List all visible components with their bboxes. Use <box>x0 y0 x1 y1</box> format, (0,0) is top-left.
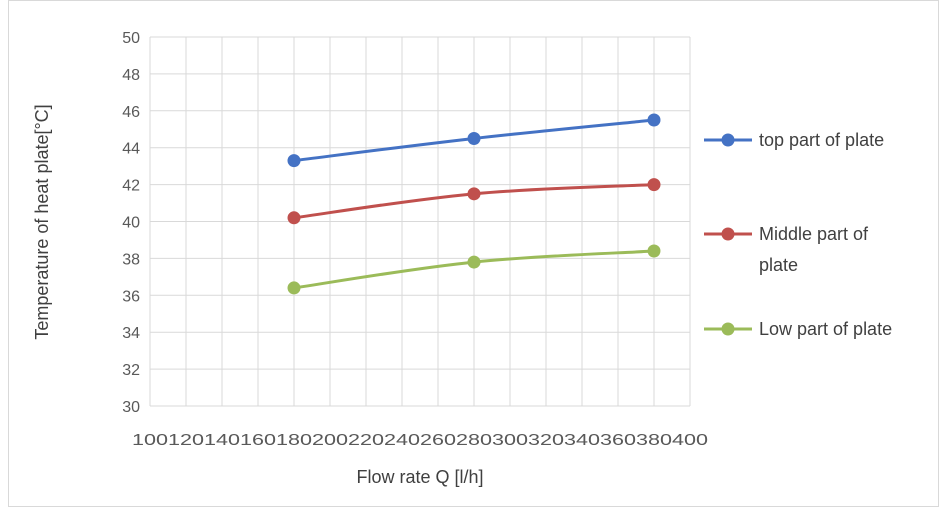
x-tick-label-12: 340 <box>564 432 600 449</box>
y-axis-ticks: 30 32 34 36 38 40 42 44 46 48 50 <box>122 30 140 416</box>
legend-label-2: Low part of plate <box>759 319 892 339</box>
x-tick-label-8: 260 <box>420 432 456 449</box>
legend-marker-0 <box>721 133 735 147</box>
y-tick-label-10: 50 <box>122 30 140 47</box>
x-tick-label-0: 100 <box>132 432 168 449</box>
legend: top part of plate Middle part of plate Low … <box>704 130 892 339</box>
x-tick-label-1: 120 <box>168 432 204 449</box>
x-tick-label-5: 200 <box>312 432 348 449</box>
x-tick-label-11: 320 <box>528 432 564 449</box>
y-tick-label-8: 46 <box>122 104 140 121</box>
y-tick-label-7: 44 <box>122 141 140 158</box>
x-tick-label-14: 380 <box>636 432 672 449</box>
x-axis-title: Flow rate Q [l/h] <box>356 467 483 487</box>
y-tick-label-5: 40 <box>122 215 140 232</box>
x-tick-label-2: 140 <box>204 432 240 449</box>
data-point-0-0 <box>287 154 301 168</box>
y-tick-label-6: 42 <box>122 178 140 195</box>
legend-label-1-line-1: plate <box>759 255 798 275</box>
y-tick-label-4: 38 <box>122 251 140 268</box>
y-tick-label-0: 30 <box>122 399 140 416</box>
data-point-2-0 <box>287 281 301 295</box>
legend-marker-2 <box>721 322 735 336</box>
gridlines <box>149 36 691 407</box>
y-tick-label-9: 48 <box>122 67 140 84</box>
data-point-2-1 <box>467 255 481 269</box>
data-point-0-1 <box>467 131 481 145</box>
data-point-1-0 <box>287 211 301 225</box>
data-point-0-2 <box>647 113 661 127</box>
data-point-1-1 <box>467 187 481 201</box>
y-tick-label-2: 34 <box>122 325 140 342</box>
data-point-1-2 <box>647 178 661 192</box>
x-tick-label-9: 280 <box>456 432 492 449</box>
legend-marker-1 <box>721 227 735 241</box>
data-point-2-2 <box>647 244 661 258</box>
x-tick-label-15: 400 <box>672 432 708 449</box>
x-tick-label-6: 220 <box>348 432 384 449</box>
legend-label-0: top part of plate <box>759 130 884 150</box>
x-axis-ticks: 100 120 140 160 180 200 220 240 260 280 300 320 340 3… <box>132 432 708 449</box>
x-tick-label-4: 180 <box>276 432 312 449</box>
y-tick-label-3: 36 <box>122 288 140 305</box>
x-tick-label-10: 300 <box>492 432 528 449</box>
series-layer <box>287 113 661 295</box>
x-tick-label-13: 360 <box>600 432 636 449</box>
legend-label-1-line-0: Middle part of <box>759 224 869 244</box>
x-tick-label-3: 160 <box>240 432 276 449</box>
x-tick-label-7: 240 <box>384 432 420 449</box>
y-axis-title: Temperature of heat plate[°C] <box>32 104 52 339</box>
y-tick-label-1: 32 <box>122 362 140 379</box>
